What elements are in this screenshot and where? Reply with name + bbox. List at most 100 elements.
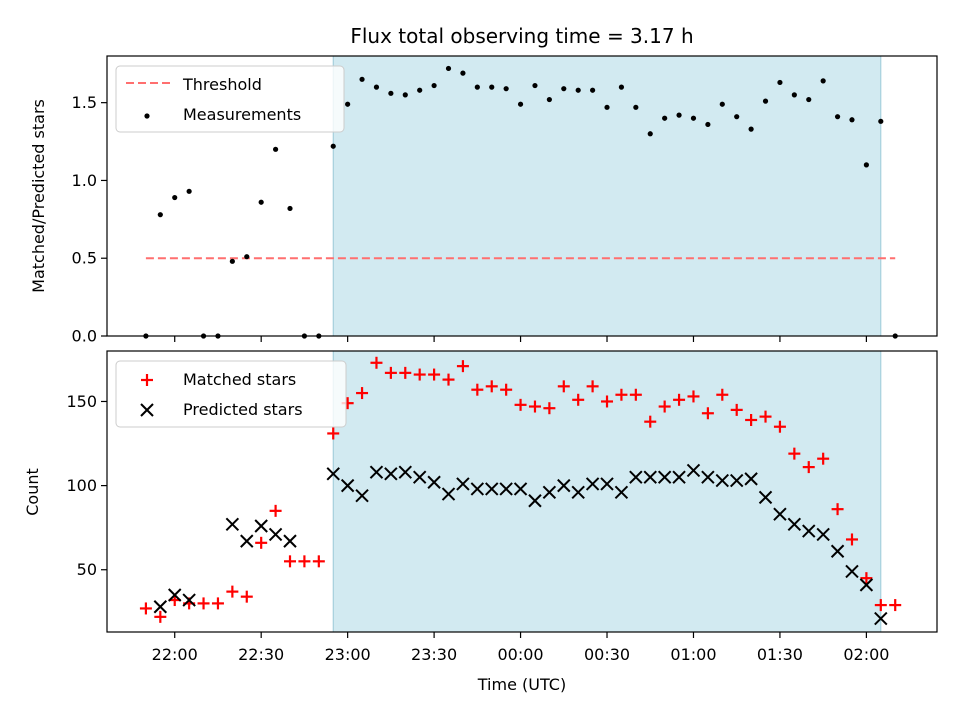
shaded-band <box>332 55 882 337</box>
matched-star-point <box>802 461 815 474</box>
measurement-point <box>748 126 754 132</box>
matched-star-point <box>874 599 887 612</box>
measurement-point <box>157 212 163 218</box>
predicted-star-point <box>513 482 528 496</box>
measurement-point <box>373 84 380 90</box>
measurement-point <box>806 96 812 103</box>
matched-star-point <box>500 383 513 396</box>
matched-star-point <box>889 599 902 612</box>
measurement-point <box>590 87 596 93</box>
matched-star-point <box>845 533 858 546</box>
predicted-stars-legend-label: Predicted stars <box>183 400 303 419</box>
x-tick-label: 01:30 <box>757 645 803 664</box>
predicted-star-point <box>254 519 268 533</box>
measurement-point <box>633 104 639 110</box>
matched-star-point <box>817 452 830 465</box>
predicted-star-point <box>485 482 499 496</box>
predicted-star-point <box>657 470 672 484</box>
measurement-point <box>676 112 682 118</box>
x-tick-label: 01:00 <box>670 645 716 664</box>
predicted-star-point <box>326 467 340 481</box>
measurement-point <box>863 162 869 168</box>
y-tick-label: 1.0 <box>72 171 97 190</box>
measurement-point <box>431 82 437 89</box>
bottom-y-axis-label: Count <box>23 468 42 516</box>
predicted-star-point <box>355 488 369 503</box>
bottom-y-ticks: 50 100 150 <box>66 392 107 579</box>
matched-star-point <box>485 380 498 393</box>
matched-star-point <box>269 504 282 517</box>
top-legend: Threshold Measurements <box>115 65 345 133</box>
predicted-star-point <box>787 517 802 532</box>
x-tick-label: 23:00 <box>325 645 371 664</box>
matched-star-point <box>601 395 614 408</box>
matched-star-point <box>456 360 469 373</box>
predicted-star-point <box>182 593 196 607</box>
bottom-shaded-interval <box>332 350 882 633</box>
measurement-point <box>345 101 351 107</box>
matched-star-point <box>139 602 152 615</box>
predicted-star-point <box>744 472 758 486</box>
matched-star-point <box>197 597 210 610</box>
matched-star-point <box>211 597 224 610</box>
measurement-point <box>849 117 855 123</box>
measurement-point <box>388 90 394 96</box>
bottom-legend: Matched stars Predicted stars <box>115 360 347 428</box>
measurement-point <box>287 205 293 212</box>
predicted-star-point <box>369 465 384 479</box>
shaded-band <box>332 350 882 633</box>
threshold-legend-label: Threshold <box>182 75 262 94</box>
matched-star-point <box>312 555 325 568</box>
matched-star-point <box>629 388 642 401</box>
matched-star-point <box>543 402 556 415</box>
matched-star-point <box>399 366 412 379</box>
matched-star-point <box>673 393 686 406</box>
matched-star-point <box>860 572 873 585</box>
predicted-stars-legend-swatch <box>140 403 154 417</box>
top-legend-box <box>115 65 345 133</box>
measurement-point <box>647 131 653 137</box>
predicted-star-point <box>456 477 470 491</box>
predicted-star-point <box>686 463 701 478</box>
matched-star-point <box>759 410 772 423</box>
measurement-point <box>272 146 279 152</box>
measurement-point <box>546 96 552 103</box>
matched-star-point <box>413 368 426 381</box>
matched-star-point <box>701 407 714 420</box>
matched-star-point <box>384 366 397 379</box>
matched-star-point <box>514 398 527 411</box>
measurement-point <box>719 101 725 107</box>
measurement-point <box>561 86 567 92</box>
measurement-point <box>229 258 235 264</box>
predicted-star-point <box>225 517 240 532</box>
bottom-panel: 50 100 150 22:00 22:30 23:00 23:30 00:00 00:30 0… <box>23 350 938 694</box>
predicted-star-point <box>600 477 614 491</box>
matched-star-point <box>773 420 786 433</box>
predicted-star-point <box>470 482 485 496</box>
x-tick-label: 23:30 <box>411 645 457 664</box>
measurement-point <box>690 115 697 121</box>
predicted-star-point <box>240 534 254 548</box>
measurement-point <box>474 84 480 90</box>
measurement-point <box>489 84 495 90</box>
measurement-point <box>460 70 466 76</box>
y-tick-label: 150 <box>66 392 97 411</box>
x-tick-label: 02:00 <box>843 645 889 664</box>
predicted-star-point <box>499 482 513 496</box>
predicted-star-point <box>802 524 816 538</box>
measurement-point <box>734 114 740 120</box>
predicted-star-point <box>874 611 888 626</box>
predicted-star-point <box>340 478 355 493</box>
matched-star-point <box>370 356 383 369</box>
matched-star-point <box>658 400 671 413</box>
predicted-star-point <box>758 490 773 505</box>
matched-star-point <box>615 388 628 401</box>
matched-stars-legend-swatch <box>141 374 153 386</box>
measurement-point <box>402 92 408 98</box>
measurement-point <box>662 115 668 121</box>
matched-star-point <box>586 380 599 393</box>
top-panel: 0.0 0.5 1.0 1.5 Matched/Predicted stars Thr… <box>29 55 938 346</box>
measurement-point <box>777 79 783 86</box>
measurement-point <box>186 188 192 194</box>
matched-star-point <box>442 373 455 386</box>
